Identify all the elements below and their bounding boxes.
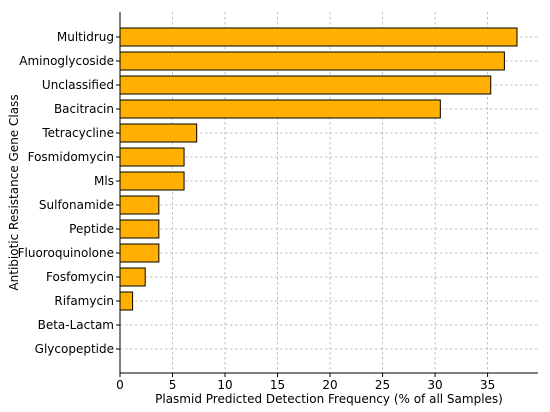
y-tick-label: Multidrug: [57, 30, 114, 44]
y-tick-label: Peptide: [69, 222, 114, 236]
y-tick-label: Glycopeptide: [35, 342, 114, 356]
bar-bacitracin: [119, 99, 441, 119]
x-tick-label: 25: [375, 378, 390, 392]
y-tick-label: Fluoroquinolone: [18, 246, 114, 260]
y-tick-label: Fosfomycin: [46, 270, 114, 284]
y-tick-label: Beta-Lactam: [38, 318, 114, 332]
y-tick-label: Tetracycline: [41, 126, 114, 140]
x-tick-labels: 0 5 10 15 20 25 30 35: [116, 373, 495, 392]
x-tick-label: 0: [116, 378, 124, 392]
x-axis-title: Plasmid Predicted Detection Frequency (%…: [155, 392, 503, 406]
bar-tetracycline: [119, 123, 198, 143]
x-tick-label: 5: [169, 378, 177, 392]
bar-fosfomycin: [119, 267, 146, 287]
y-tick-label: Mls: [94, 174, 114, 188]
bar-rifamycin: [119, 291, 134, 311]
grid: [119, 12, 538, 373]
y-tick-label: Bacitracin: [54, 102, 114, 116]
bar-peptide: [119, 219, 160, 239]
bars: [119, 27, 518, 311]
y-tick-labels: Multidrug Aminoglycoside Unclassified Bacit…: [18, 30, 120, 356]
axes: [119, 12, 538, 374]
bar-aminoglycoside: [119, 51, 505, 71]
x-tick-label: 35: [480, 378, 495, 392]
x-tick-label: 10: [217, 378, 232, 392]
bar-fosmidomycin: [119, 147, 185, 167]
bar-sulfonamide: [119, 195, 160, 215]
x-tick-label: 20: [322, 378, 337, 392]
y-tick-label: Rifamycin: [54, 294, 114, 308]
y-tick-label: Fosmidomycin: [28, 150, 114, 164]
y-axis-title: Antibiotic Resistance Gene Class: [7, 94, 21, 290]
y-tick-label: Aminoglycoside: [19, 54, 114, 68]
bar-unclassified: [119, 75, 492, 95]
bar-multidrug: [119, 27, 518, 47]
y-tick-label: Unclassified: [42, 78, 114, 92]
x-tick-label: 15: [270, 378, 285, 392]
bar-fluoroquinolone: [119, 243, 160, 263]
x-tick-label: 30: [427, 378, 442, 392]
bar-mls: [119, 171, 185, 191]
y-tick-label: Sulfonamide: [39, 198, 114, 212]
